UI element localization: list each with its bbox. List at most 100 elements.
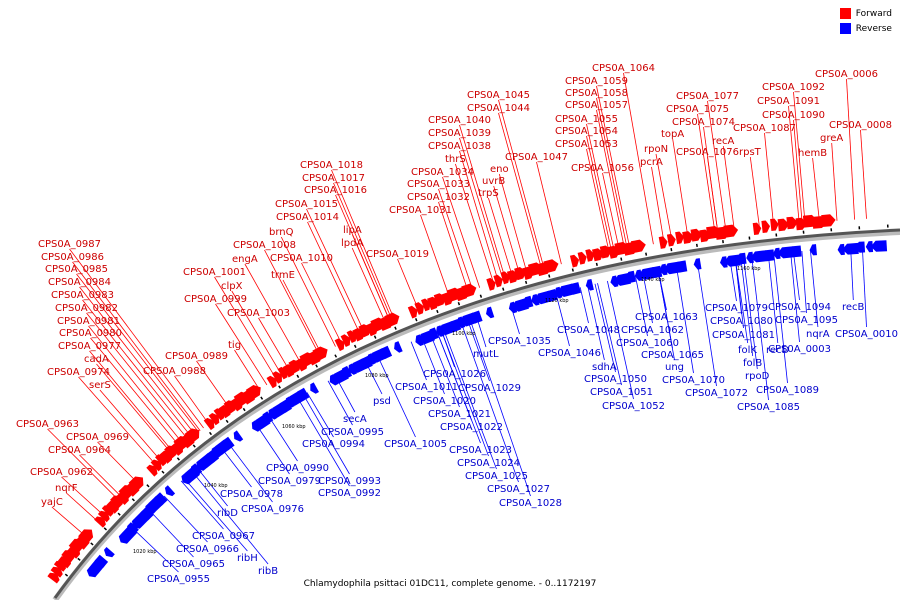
gene-label[interactable]: eno [490, 164, 509, 175]
gene-label[interactable]: sdhA [592, 362, 617, 373]
forward-gene-arrow[interactable] [272, 371, 282, 384]
gene-label[interactable]: brnQ [269, 227, 294, 238]
gene-label[interactable]: CPS0A_1077 [676, 91, 739, 102]
gene-label[interactable]: CPS0A_0983 [51, 290, 114, 301]
gene-label[interactable]: CPS0A_1070 [662, 375, 725, 386]
gene-label[interactable]: CPS0A_1035 [488, 336, 551, 347]
gene-label[interactable]: CPS0A_1017 [302, 173, 365, 184]
reverse-gene-arrow[interactable] [788, 245, 802, 258]
reverse-gene-arrow[interactable] [648, 265, 663, 278]
reverse-gene-arrow[interactable] [220, 436, 235, 451]
reverse-gene-arrow[interactable] [104, 547, 115, 558]
reverse-gene-arrow[interactable] [809, 244, 818, 256]
gene-label[interactable]: folK [738, 345, 757, 356]
gene-label[interactable]: CPS0A_1058 [565, 88, 628, 99]
gene-label[interactable]: CPS0A_0985 [45, 264, 108, 275]
gene-label[interactable]: CPS0A_0988 [143, 366, 206, 377]
gene-label[interactable]: CPS0A_0978 [220, 489, 283, 500]
gene-label[interactable]: CPS0A_0955 [147, 574, 210, 585]
gene-label[interactable]: CPS0A_0987 [38, 239, 101, 250]
gene-label[interactable]: CPS0A_1011 [395, 382, 458, 393]
gene-label[interactable]: thrS [445, 154, 466, 165]
gene-label[interactable]: CPS0A_1016 [304, 185, 367, 196]
forward-gene-arrow[interactable] [312, 346, 328, 362]
reverse-gene-arrow[interactable] [567, 282, 581, 295]
gene-label[interactable]: CPS0A_1085 [737, 402, 800, 413]
gene-label[interactable]: CPS0A_1046 [538, 348, 601, 359]
forward-gene-arrow[interactable] [97, 510, 110, 523]
gene-label[interactable]: pcrA [640, 157, 663, 168]
forward-gene-arrow[interactable] [752, 222, 762, 235]
forward-gene-arrow[interactable] [486, 277, 496, 291]
gene-label[interactable]: CPS0A_1054 [555, 126, 618, 137]
gene-label[interactable]: ribH [237, 553, 258, 564]
reverse-gene-arrow[interactable] [865, 241, 874, 253]
gene-label[interactable]: CPS0A_1021 [428, 409, 491, 420]
gene-label[interactable]: secA [343, 414, 367, 425]
gene-label[interactable]: CPS0A_1048 [557, 325, 620, 336]
gene-label[interactable]: CPS0A_0984 [48, 277, 111, 288]
reverse-gene-arrow[interactable] [468, 310, 483, 324]
reverse-gene-arrow[interactable] [233, 430, 244, 442]
gene-label[interactable]: CPS0A_1001 [183, 267, 246, 278]
reverse-gene-arrow[interactable] [777, 246, 795, 259]
gene-label[interactable]: CPS0A_1033 [407, 179, 470, 190]
gene-label[interactable]: CPS0A_1091 [757, 96, 820, 107]
gene-label[interactable]: nqrF [55, 483, 78, 494]
reverse-gene-arrow[interactable] [854, 241, 866, 253]
gene-label[interactable]: CPS0A_1031 [389, 205, 452, 216]
gene-label[interactable]: greA [820, 133, 843, 144]
reverse-gene-arrow[interactable] [140, 506, 154, 521]
gene-label[interactable]: CPS0A_1003 [227, 308, 290, 319]
forward-gene-arrow[interactable] [150, 459, 162, 472]
gene-label[interactable]: lpdA [341, 238, 363, 249]
reverse-gene-arrow[interactable] [427, 327, 439, 340]
gene-label[interactable]: CPS0A_0003 [768, 344, 831, 355]
forward-gene-arrow[interactable] [78, 529, 94, 545]
forward-gene-arrow[interactable] [675, 231, 684, 245]
gene-label[interactable]: CPS0A_0979 [258, 476, 321, 487]
forward-gene-arrow[interactable] [569, 254, 580, 268]
gene-label[interactable]: CPS0A_1026 [423, 369, 486, 380]
gene-label[interactable]: CPS0A_1075 [666, 104, 729, 115]
gene-label[interactable]: ung [665, 362, 684, 373]
gene-label[interactable]: CPS0A_1005 [384, 439, 447, 450]
reverse-gene-arrow[interactable] [842, 242, 859, 255]
gene-label[interactable]: CPS0A_1045 [467, 90, 530, 101]
forward-gene-arrow[interactable] [543, 259, 559, 274]
gene-label[interactable]: CPS0A_1050 [584, 374, 647, 385]
forward-gene-arrow[interactable] [493, 274, 503, 288]
forward-gene-arrow[interactable] [461, 283, 477, 298]
gene-label[interactable]: CPS0A_0999 [184, 294, 247, 305]
reverse-gene-arrow[interactable] [340, 365, 353, 379]
forward-gene-arrow[interactable] [821, 214, 836, 227]
gene-label[interactable]: CPS0A_1063 [635, 312, 698, 323]
gene-label[interactable]: CPS0A_1028 [499, 498, 562, 509]
reverse-gene-arrow[interactable] [522, 295, 534, 308]
gene-label[interactable]: hemB [798, 148, 827, 159]
reverse-gene-arrow[interactable] [164, 485, 176, 497]
forward-gene-arrow[interactable] [184, 428, 200, 444]
gene-label[interactable]: CPS0A_1044 [467, 103, 530, 114]
gene-label[interactable]: CPS0A_0974 [47, 367, 110, 378]
forward-gene-arrow[interactable] [208, 413, 220, 426]
reverse-gene-arrow[interactable] [154, 492, 168, 506]
gene-label[interactable]: CPS0A_1047 [505, 152, 568, 163]
gene-label[interactable]: CPS0A_1056 [571, 163, 634, 174]
gene-label[interactable]: CPS0A_1051 [590, 387, 653, 398]
reverse-gene-arrow[interactable] [310, 382, 319, 394]
reverse-gene-arrow[interactable] [205, 449, 220, 464]
gene-label[interactable]: CPS0A_0995 [321, 427, 384, 438]
gene-label[interactable]: CPS0A_1081 [712, 330, 775, 341]
gene-label[interactable]: yajC [41, 497, 63, 508]
reverse-gene-arrow[interactable] [127, 522, 139, 534]
reverse-gene-arrow[interactable] [870, 240, 888, 252]
gene-label[interactable]: CPS0A_1029 [458, 383, 521, 394]
forward-gene-arrow[interactable] [414, 302, 424, 315]
forward-gene-arrow[interactable] [690, 228, 703, 242]
gene-label[interactable]: recB [842, 302, 865, 313]
gene-label[interactable]: CPS0A_0962 [30, 467, 93, 478]
forward-gene-arrow[interactable] [786, 216, 798, 230]
gene-label[interactable]: CPS0A_0990 [266, 463, 329, 474]
gene-label[interactable]: rpoN [644, 144, 668, 155]
